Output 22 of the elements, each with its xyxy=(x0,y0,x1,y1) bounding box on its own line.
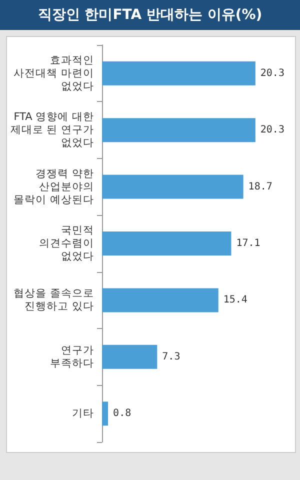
bar xyxy=(102,118,256,142)
data-label: 0.8 xyxy=(113,408,132,420)
bar xyxy=(102,232,232,256)
y-tick-label: 국민적 의견수렴이 없었다 xyxy=(39,224,94,262)
y-tick-label: 연구가 부족하다 xyxy=(50,344,94,370)
data-label: 20.3 xyxy=(260,68,284,79)
bar xyxy=(102,61,256,86)
bar xyxy=(102,174,244,199)
data-label: 18.7 xyxy=(248,181,272,192)
y-tick-label: FTA 영향에 대한 제대로 된 연구가 없었다 xyxy=(10,111,94,150)
chart-title: 직장인 한미FTA 반대하는 이유(%) xyxy=(0,0,300,30)
data-label: 17.1 xyxy=(236,238,260,249)
y-tick-label: 효과적인 사전대책 마련이 없었다 xyxy=(14,54,94,92)
y-tick-label: 기타 xyxy=(72,408,94,420)
y-tick-label: 협상을 졸속으로 진행하고 있다 xyxy=(14,288,94,313)
bar xyxy=(102,344,158,369)
data-label: 15.4 xyxy=(223,294,248,306)
bar xyxy=(102,288,218,312)
data-label: 20.3 xyxy=(260,124,284,136)
data-label: 7.3 xyxy=(162,351,180,362)
y-tick-label: 경쟁력 약한 산업분야의 몰락이 예상된다 xyxy=(14,168,94,206)
bar xyxy=(102,402,108,426)
